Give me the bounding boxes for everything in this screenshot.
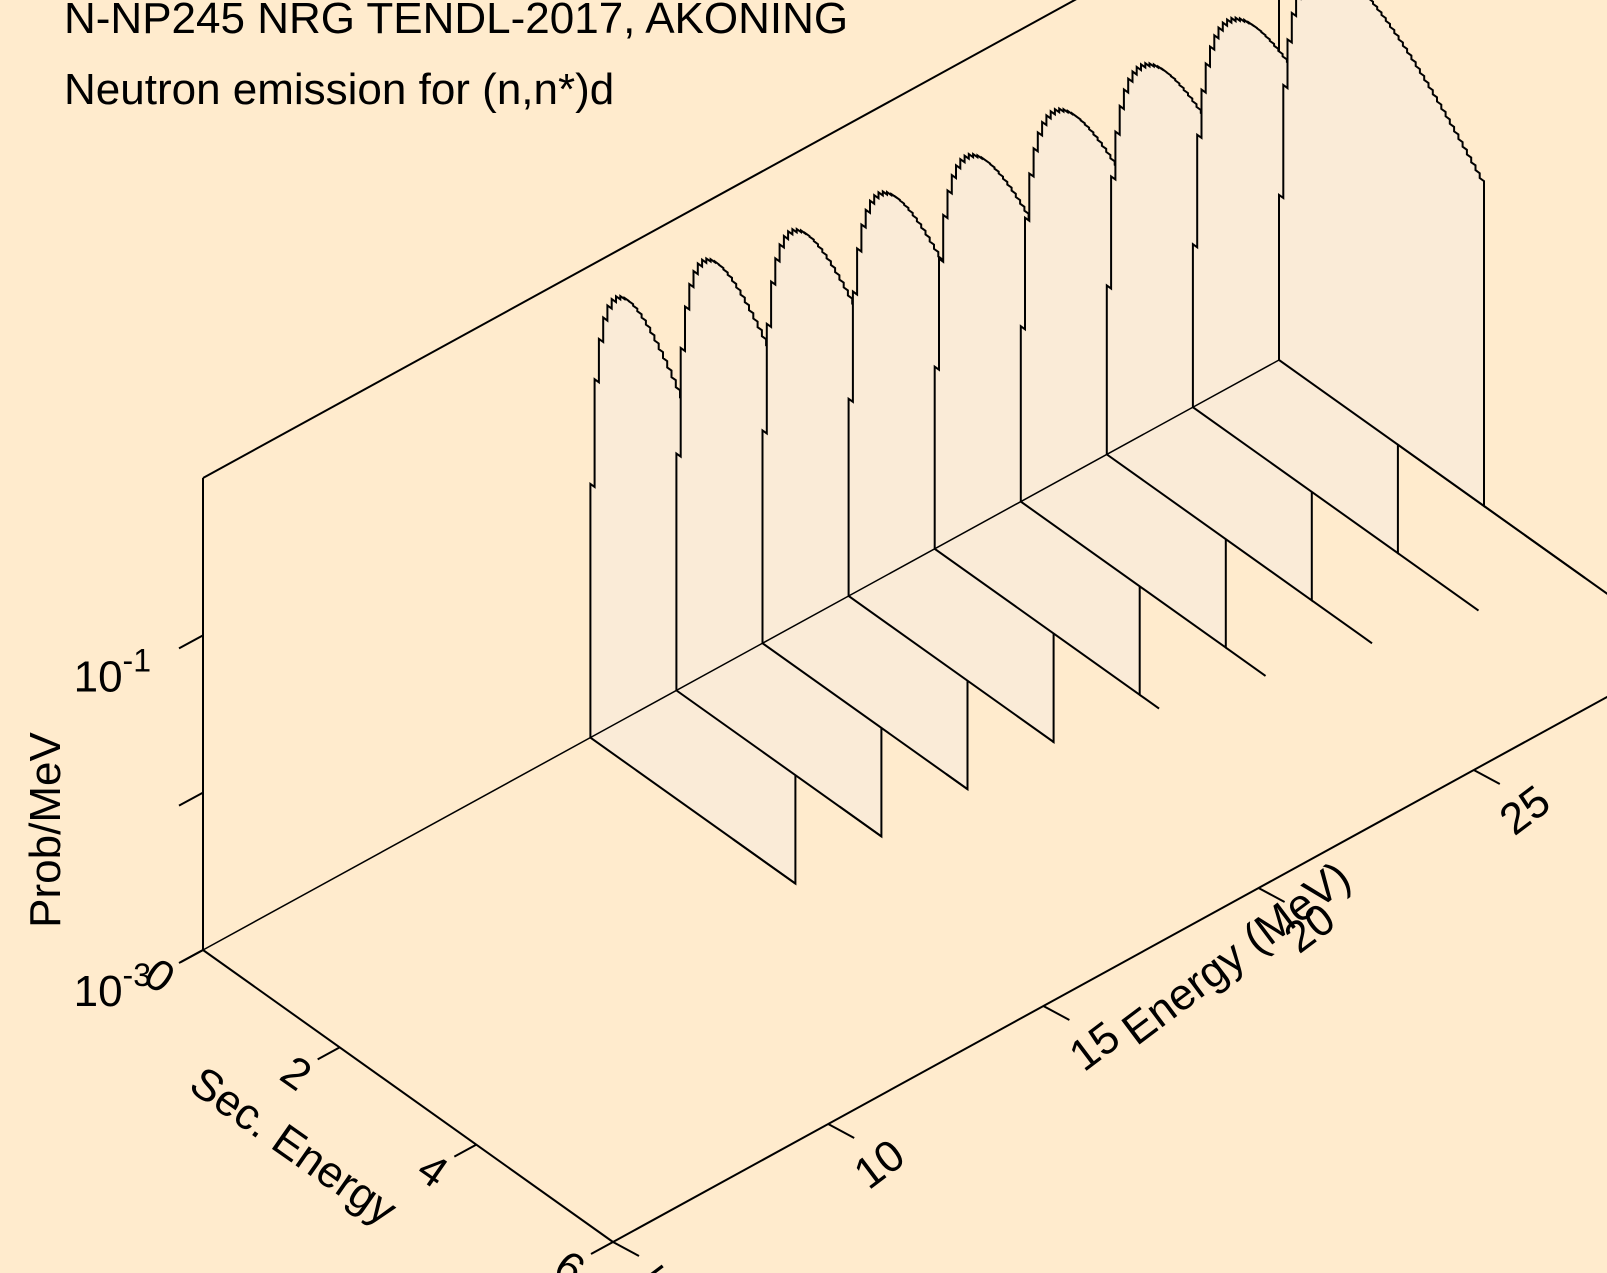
- y-tick-4: [1473, 769, 1501, 785]
- z-tick-0: [178, 949, 204, 964]
- z-tick-label-2: 10-1: [74, 642, 151, 701]
- y-tick-0: [612, 1241, 640, 1257]
- y-tick-1: [827, 1123, 855, 1139]
- back-top-edge: [202, 0, 1077, 479]
- y-tick-3: [1258, 887, 1286, 903]
- axes-front: [202, 359, 1607, 1243]
- x-axis-line: [202, 949, 614, 1243]
- y-axis-line: [612, 695, 1607, 1243]
- floor-back-edge: [202, 359, 1280, 951]
- z-tick-label-0: 10-3: [74, 957, 151, 1016]
- x-tick-2: [453, 1143, 477, 1158]
- spectrum-tail-7: [1311, 599, 1373, 645]
- spectrum-tail-8: [1397, 552, 1480, 612]
- x-tick-3: [590, 1241, 614, 1255]
- spectrum-tail-3: [945, 773, 969, 791]
- spectra-group: [589, 0, 1586, 886]
- chart-title: N-NP245 NRG TENDL-2017, AKONING: [64, 0, 848, 43]
- z-tick-2: [178, 634, 204, 650]
- spectrum-tail-1: [732, 838, 796, 885]
- chart-subtitle: Neutron emission for (n,n*)d: [64, 65, 614, 114]
- z-tick-1: [178, 791, 204, 807]
- spectrum-9: [1278, 0, 1485, 508]
- y-tick-2: [1042, 1005, 1070, 1021]
- spectrum-tail-9: [1483, 505, 1586, 579]
- z-axis-label: Prob/MeV: [21, 732, 70, 928]
- spectrum-tail-2: [839, 805, 883, 838]
- spectrum-tail-4: [1051, 740, 1055, 743]
- x-tick-1: [317, 1046, 341, 1061]
- spectrum-tail-5: [1139, 693, 1160, 710]
- spectrum-tail-6: [1225, 646, 1267, 677]
